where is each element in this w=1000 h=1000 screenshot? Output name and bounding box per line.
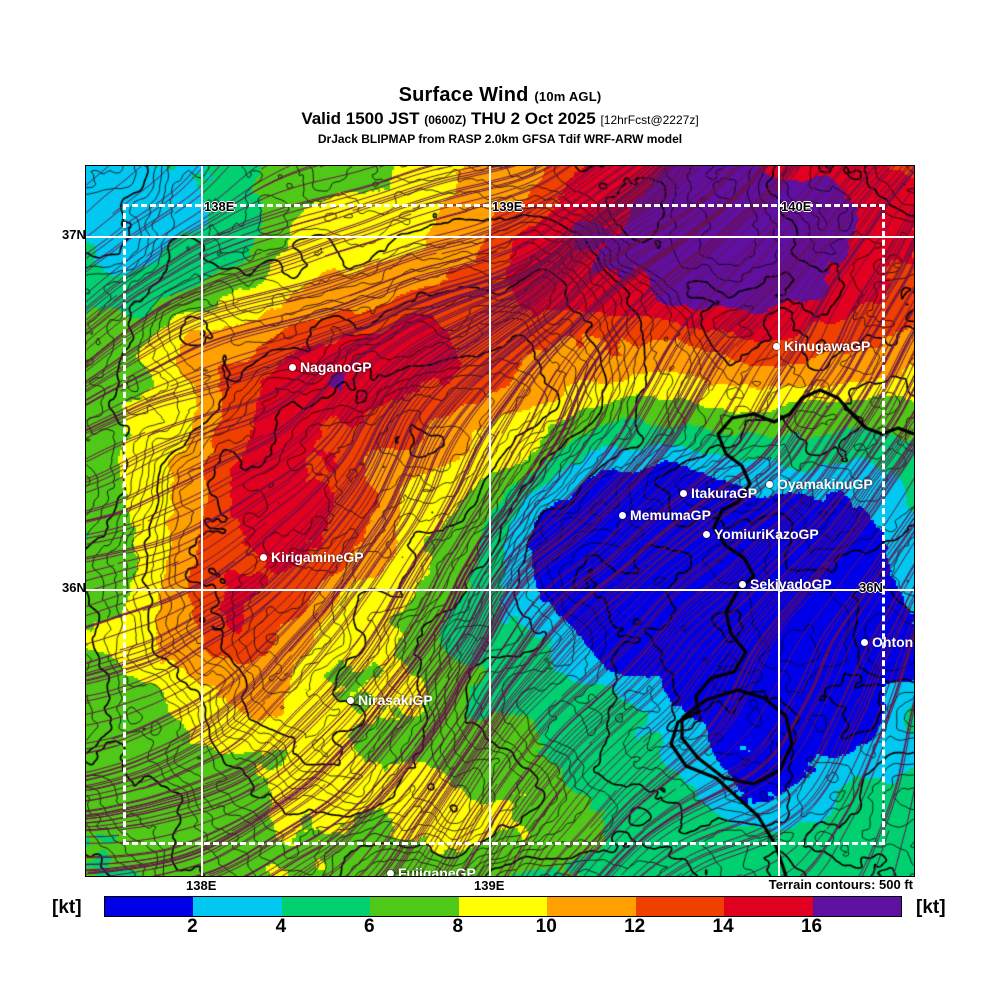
colorbar-tick-4: 4 [275,916,287,937]
colorbar-row: [kt] 2 4 6 8 10 12 14 16 [kt] [0,896,1000,937]
colorbar-tick-2: 2 [187,916,198,937]
axis-label-lon-139-bottom: 139E [474,878,505,893]
gridlabel-lon-138: 138E [204,199,235,214]
gridlabel-lat-36-right: 36N [859,580,883,595]
colorbar-unit-right: [kt] [916,897,946,918]
axis-label-lon-138-bottom: 138E [186,878,217,893]
colorbar-tick-10: 10 [535,916,557,937]
colorbar-tick-8: 8 [452,916,464,937]
colorbar-segment-2 [281,897,371,916]
colorbar-segment-4 [458,897,548,916]
wind-map[interactable]: 138E 139E 140E 36N NaganoGP KirigamineGP N… [85,165,915,877]
colorbar[interactable] [104,896,902,917]
forecast-stamp: [12hrFcst@2227z] [600,113,699,127]
colorbar-segment-5 [547,897,636,916]
model-source-line: DrJack BLIPMAP from RASP 2.0km GFSA Tdif… [317,132,683,146]
colorbar-tick-16: 16 [800,916,823,937]
colorbar-segment-1 [193,897,282,916]
title-block: Surface Wind (10m AGL) Valid 1500 JST (0… [0,84,1000,147]
colorbar-segment-0 [105,897,194,916]
colorbar-tick-14: 14 [712,916,734,937]
valid-date: THU 2 Oct 2025 [470,109,596,128]
colorbar-tick-12: 12 [624,916,646,937]
title-sub: (10m AGL) [534,89,602,104]
colorbar-tick-6: 6 [364,916,375,937]
colorbar-segment-3 [370,897,459,916]
colorbar-segment-7 [724,897,813,916]
valid-time-line: Valid 1500 JST (0600Z) THU 2 Oct 2025 [1… [0,108,1000,131]
colorbar-unit-left: [kt] [52,897,82,918]
axis-label-lat-37: 37N [62,227,86,242]
colorbar-segment-6 [635,897,725,916]
valid-jst: Valid 1500 JST [301,109,420,128]
page-title: Surface Wind (10m AGL) [0,84,1000,108]
colorbar-ticks: 2 4 6 8 10 12 14 16 [104,916,900,940]
valid-utc: (0600Z) [424,113,467,127]
gridlabel-lon-139: 139E [492,199,523,214]
wind-field-canvas [86,166,914,876]
colorbar-segment-8 [812,897,901,916]
terrain-contour-note: Terrain contours: 500 ft [768,877,913,892]
axis-label-lat-36: 36N [62,580,86,595]
title-main: Surface Wind [398,84,529,106]
gridlabel-lon-140: 140E [781,199,812,214]
